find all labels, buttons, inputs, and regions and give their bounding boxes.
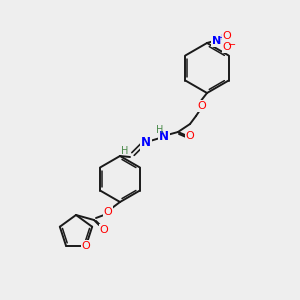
Text: H: H: [156, 125, 164, 135]
Text: N: N: [212, 36, 222, 46]
Text: O: O: [198, 101, 206, 111]
Text: O: O: [223, 31, 231, 41]
Text: H: H: [121, 146, 129, 156]
Text: N: N: [141, 136, 151, 149]
Text: O: O: [186, 131, 194, 141]
Text: −: −: [228, 40, 236, 50]
Text: +: +: [218, 32, 224, 41]
Text: O: O: [82, 241, 90, 251]
Text: O: O: [100, 225, 108, 235]
Text: O: O: [103, 207, 112, 217]
Text: N: N: [159, 130, 169, 142]
Text: O: O: [223, 42, 231, 52]
